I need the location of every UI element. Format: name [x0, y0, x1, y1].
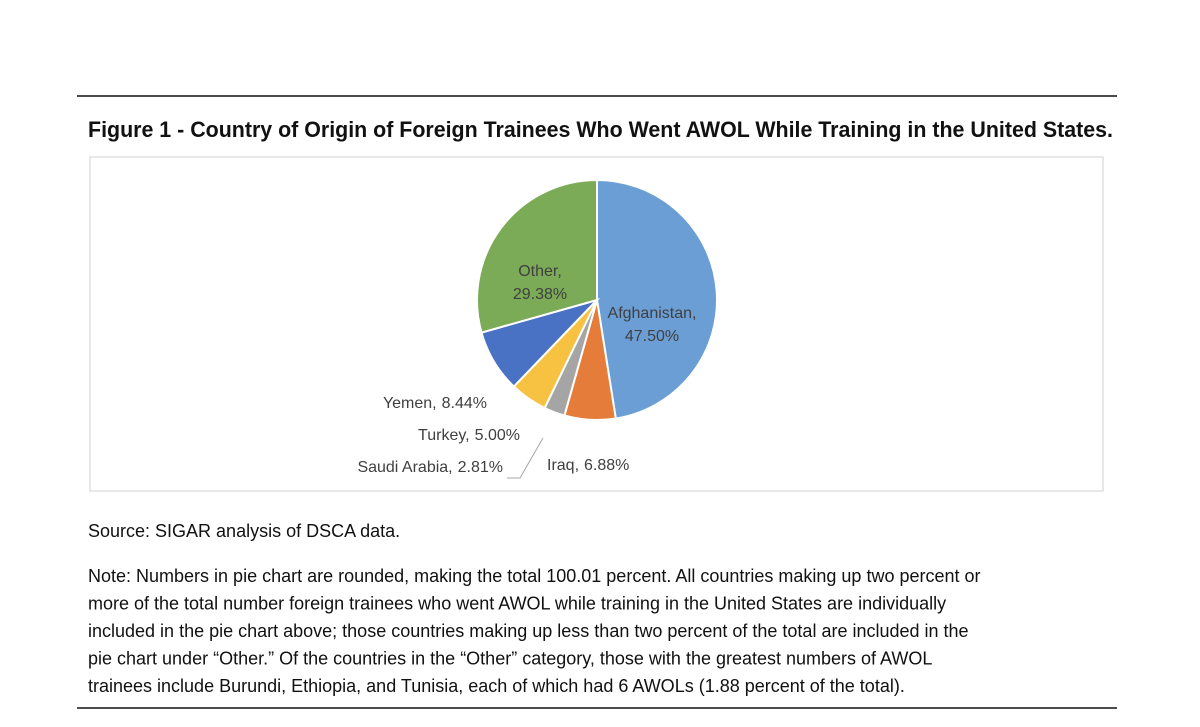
data-label: Iraq, 6.88% — [547, 457, 629, 474]
note-line: Note: Numbers in pie chart are rounded, … — [88, 566, 981, 586]
label-category: Yemen — [383, 395, 432, 412]
label-category: Saudi Arabia — [357, 459, 448, 476]
label-separator: , — [692, 305, 696, 322]
data-label: Yemen, 8.44% — [383, 395, 487, 412]
data-label: Other, 29.38% — [513, 263, 567, 303]
label-value: 29.38% — [513, 286, 567, 303]
label-value: 6.88% — [584, 457, 629, 474]
label-value: 2.81% — [458, 459, 503, 476]
note: Note: Numbers in pie chart are rounded, … — [88, 566, 981, 696]
label-category: Afghanistan — [608, 305, 693, 322]
note-line: included in the pie chart above; those c… — [88, 621, 969, 641]
data-label: Turkey, 5.00% — [418, 427, 520, 444]
pie-slice — [596, 178, 718, 420]
label-separator: , — [448, 459, 452, 476]
note-line: trainees include Burundi, Ethiopia, and … — [88, 676, 905, 696]
note-line: pie chart under “Other.” Of the countrie… — [88, 648, 932, 668]
label-separator: , — [432, 395, 436, 412]
label-category: Turkey — [418, 427, 466, 444]
pie-slice — [476, 178, 598, 334]
note-line: more of the total number foreign trainee… — [88, 593, 946, 613]
data-label: Saudi Arabia, 2.81% — [357, 459, 503, 476]
leader-line — [507, 437, 544, 479]
label-category: Other — [518, 263, 559, 280]
label-separator: , — [465, 427, 469, 444]
figure-title: Figure 1 - Country of Origin of Foreign … — [88, 117, 1113, 142]
data-label: Afghanistan, 47.50% — [608, 305, 697, 345]
label-value: 5.00% — [475, 427, 520, 444]
label-value: 47.50% — [625, 328, 679, 345]
source: Source: SIGAR analysis of DSCA data. — [88, 521, 400, 541]
label-value: 8.44% — [442, 395, 487, 412]
label-separator: , — [557, 263, 561, 280]
label-category: Iraq — [547, 457, 575, 474]
pie-chart: Afghanistan, 47.50% Iraq, 6.88% Saudi Arabia… — [357, 178, 718, 479]
label-separator: , — [575, 457, 579, 474]
